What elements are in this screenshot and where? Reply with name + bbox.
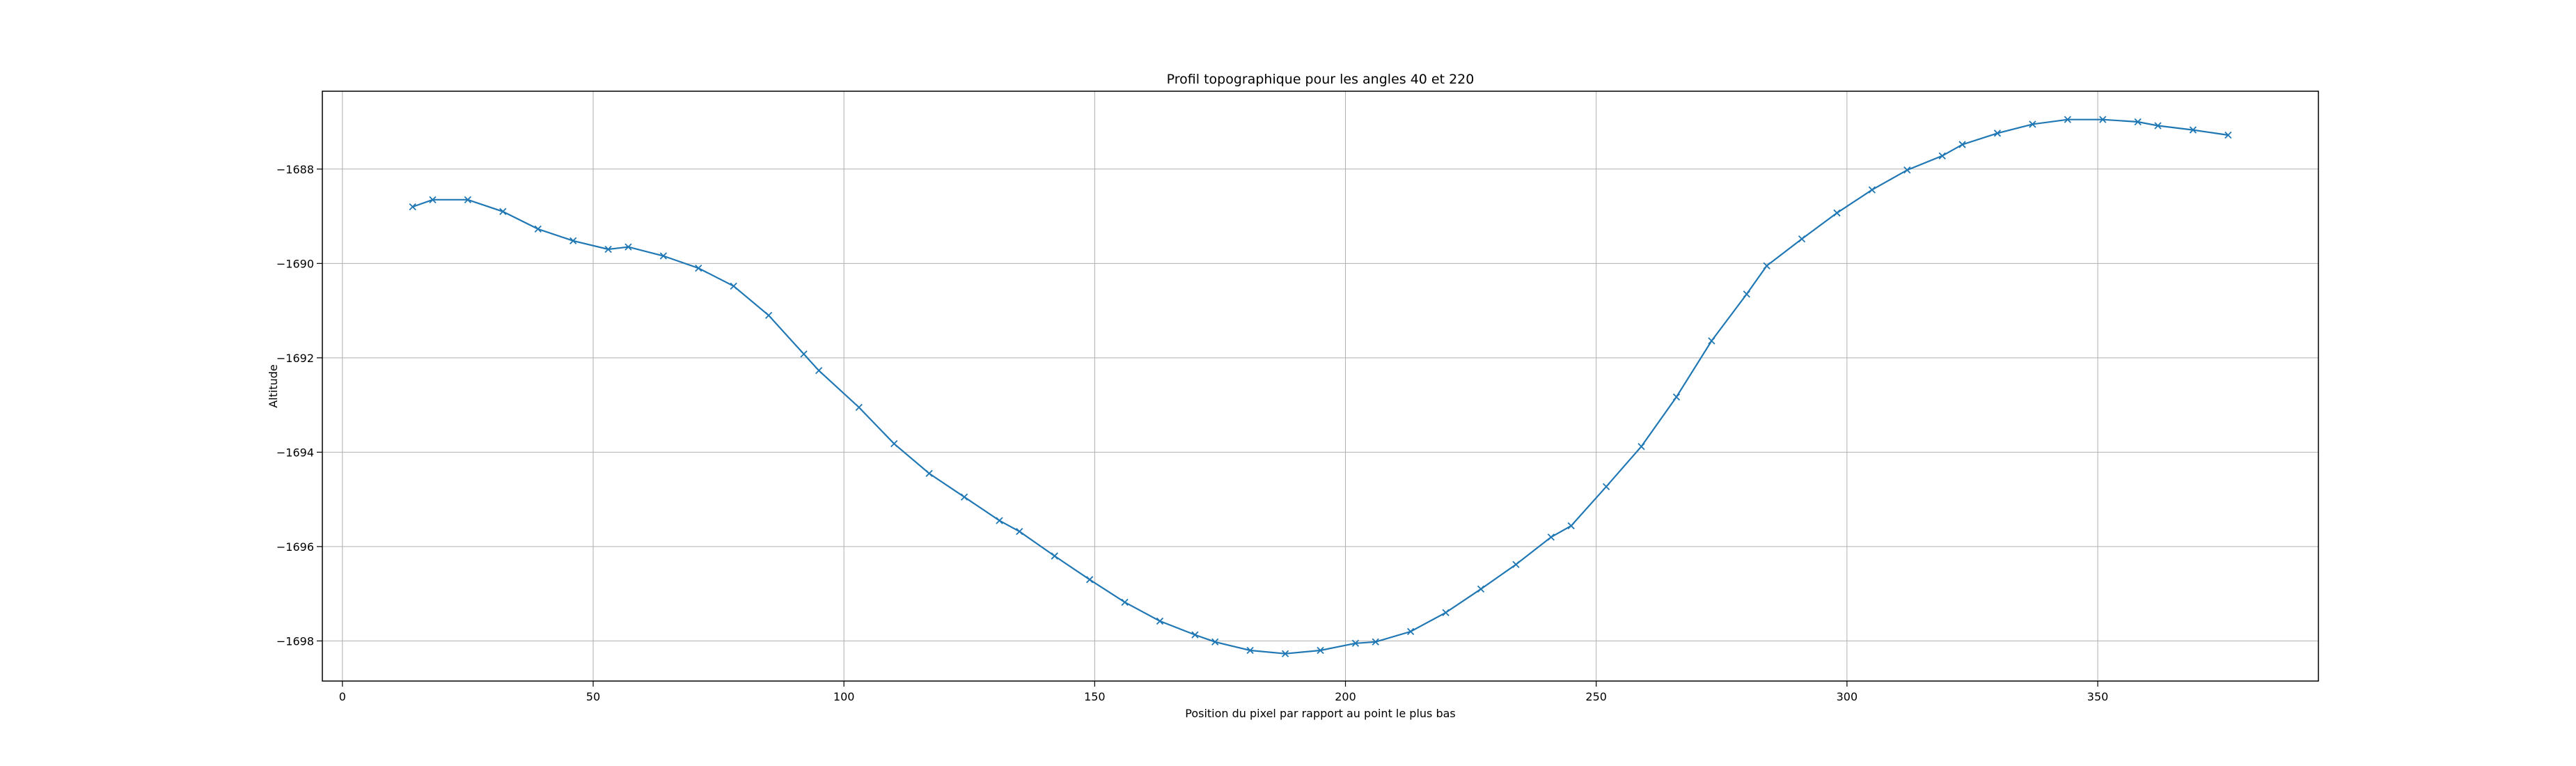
- data-point: [1086, 576, 1094, 584]
- data-point: [1051, 552, 1058, 560]
- data-point: [960, 493, 968, 501]
- x-tick-label: 250: [1585, 690, 1607, 703]
- data-point: [1708, 337, 1715, 345]
- y-axis-label: Altitude: [267, 364, 280, 408]
- data-point: [2224, 131, 2232, 139]
- data-point: [2029, 120, 2036, 128]
- x-tick-label: 150: [1084, 690, 1106, 703]
- data-point: [1121, 598, 1129, 606]
- data-point: [1211, 638, 1219, 646]
- data-point: [2154, 122, 2162, 130]
- data-point: [1903, 166, 1911, 174]
- data-point: [1156, 617, 1164, 625]
- data-point: [409, 203, 416, 211]
- data-point: [1638, 443, 1645, 451]
- data-point: [925, 469, 933, 477]
- data-point: [815, 367, 823, 375]
- y-tick-label: −1696: [276, 540, 314, 554]
- data-point: [695, 264, 702, 272]
- data-point: [604, 245, 612, 253]
- ticks: 0 50 100 150 200 250 300 350 −1688 −1690 −1692 −169…: [276, 163, 2108, 703]
- data-point: [2134, 118, 2142, 126]
- data-point: [1672, 393, 1681, 401]
- x-tick-label: 350: [2087, 690, 2109, 703]
- data-point: [730, 282, 737, 290]
- data-point: [1567, 522, 1575, 530]
- data-point: [890, 440, 898, 448]
- y-tick-label: −1692: [276, 352, 314, 365]
- data-point: [2189, 126, 2197, 134]
- data-point: [570, 237, 577, 244]
- x-tick-label: 50: [586, 690, 600, 703]
- data-point: [800, 350, 808, 358]
- plot-frame: [322, 91, 2319, 682]
- data-point: [1246, 646, 1254, 655]
- data-point: [1512, 561, 1520, 568]
- x-tick-label: 200: [1335, 690, 1356, 703]
- grid: [322, 91, 2318, 681]
- data-point: [1763, 262, 1770, 269]
- data-point: [1477, 585, 1485, 593]
- data-point: [1798, 235, 1806, 243]
- data-point: [1442, 609, 1450, 616]
- data-point: [1743, 290, 1750, 298]
- y-tick-label: −1698: [276, 634, 314, 648]
- x-tick-label: 100: [833, 690, 855, 703]
- data-point: [1938, 152, 1946, 159]
- data-point: [1993, 130, 2002, 137]
- data-point: [764, 311, 773, 319]
- data-point: [2099, 116, 2107, 123]
- y-tick-label: −1694: [276, 446, 314, 459]
- data-point: [499, 208, 507, 215]
- data-point: [996, 517, 1003, 524]
- data-point: [1016, 528, 1023, 536]
- data-point: [1958, 141, 1966, 148]
- data-point: [1372, 638, 1379, 646]
- data-point: [1317, 646, 1324, 655]
- data-point: [1281, 650, 1289, 657]
- data-point: [464, 196, 472, 203]
- data-point: [1191, 631, 1199, 639]
- y-tick-label: −1690: [276, 257, 314, 270]
- data-point: [1407, 627, 1415, 635]
- chart-title: Profil topographique pour les angles 40 …: [1167, 72, 1475, 87]
- data-point: [625, 243, 632, 251]
- data-point: [1547, 533, 1555, 541]
- data-point: [1602, 483, 1610, 490]
- x-tick-label: 0: [339, 690, 346, 703]
- data-point: [2064, 116, 2071, 123]
- data-point: [855, 403, 863, 412]
- x-axis-label: Position du pixel par rapport au point l…: [1185, 707, 1456, 720]
- series-layer: [409, 116, 2232, 657]
- data-point: [534, 225, 542, 233]
- data-point: [1351, 639, 1360, 647]
- data-point: [429, 196, 437, 203]
- data-point: [659, 252, 667, 260]
- data-point: [1833, 209, 1841, 217]
- y-tick-label: −1688: [276, 163, 314, 176]
- x-tick-label: 300: [1837, 690, 1858, 703]
- data-point: [1868, 186, 1876, 194]
